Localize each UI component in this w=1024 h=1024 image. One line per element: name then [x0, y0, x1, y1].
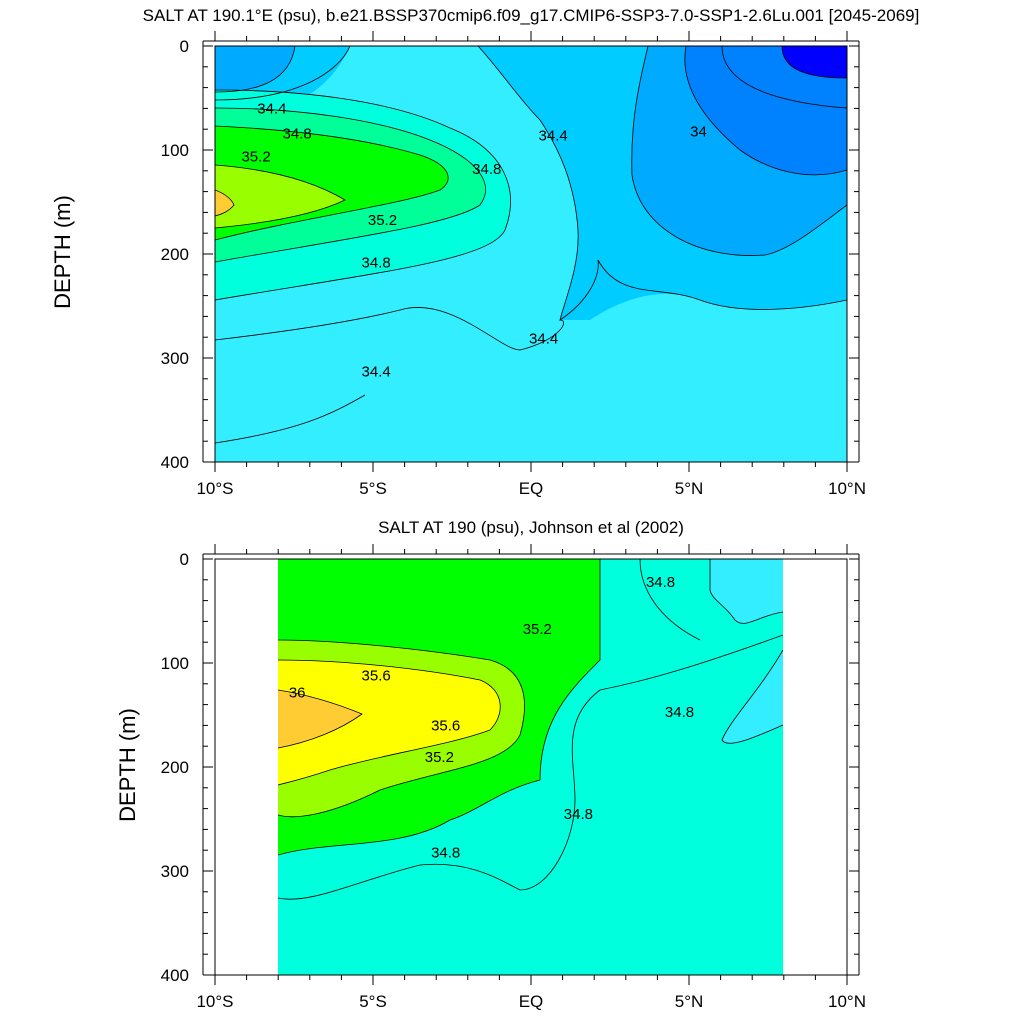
contour-line [278, 689, 363, 749]
fill-358 [278, 690, 362, 748]
contour-line [781, 46, 847, 79]
contour-fill [215, 46, 847, 462]
contour-label: 34.8 [283, 126, 312, 143]
x-axis: 10°S 5°S EQ 5°N 10°N [196, 31, 866, 498]
contour-line [684, 46, 847, 176]
contour-label: 34.4 [539, 128, 568, 145]
y-tick-label: 0 [180, 550, 189, 569]
contour-line [215, 164, 346, 229]
x-axis: 10°S 5°S EQ 5°N 10°N [196, 544, 866, 1011]
x-tick-label: 10°S [196, 992, 233, 1011]
y-tick-label: 400 [161, 966, 189, 985]
plot-area [214, 45, 848, 463]
contour-label: 36 [289, 684, 306, 701]
x-tick-label: 10°N [828, 992, 866, 1011]
contour-lines [215, 46, 847, 444]
contour-label: 34.8 [646, 574, 675, 591]
contour-label: 35.2 [523, 621, 552, 638]
contour-label: 34.4 [362, 364, 391, 381]
plot-area [214, 558, 848, 976]
contour-label: 34 [690, 123, 707, 140]
contour-line [721, 649, 783, 744]
panel-observation: SALT AT 190 (psu), Johnson et al (2002) [115, 518, 866, 1011]
y-tick-label: 0 [180, 37, 189, 56]
contour-label: 34.4 [257, 101, 286, 118]
contour-line [631, 46, 847, 256]
fill-346 [710, 559, 783, 624]
contour-line [278, 659, 501, 786]
contour-label: 35.2 [368, 212, 397, 229]
x-tick-label: EQ [519, 992, 544, 1011]
contour-line [215, 307, 564, 351]
y-axis: 0 100 200 300 400 [161, 550, 860, 985]
x-tick-label: 10°S [196, 479, 233, 498]
x-tick-label: 5°S [359, 992, 387, 1011]
contour-line [721, 46, 847, 109]
contour-line [709, 559, 783, 624]
contour-line [215, 107, 486, 263]
contour-line [215, 46, 351, 101]
x-tick-label: 5°S [359, 479, 387, 498]
contour-line [215, 125, 449, 241]
contour-fill [278, 559, 783, 975]
y-tick-label: 100 [161, 141, 189, 160]
contour-line [215, 46, 296, 93]
contour-line [477, 46, 599, 321]
x-tick-label: 5°N [675, 479, 704, 498]
contour-labels: 34.4 34.8 35.2 35.2 34.8 34.4 34.8 34.4 34.4 34 [241, 101, 706, 381]
contour-line [215, 394, 366, 444]
chart-title: SALT AT 190.1°E (psu), b.e21.BSSP370cmip… [143, 6, 920, 25]
contour-label: 34.8 [472, 161, 501, 178]
y-tick-label: 400 [161, 453, 189, 472]
x-tick-label: 10°N [828, 479, 866, 498]
fill-346-deep [722, 650, 783, 744]
contour-labels: 35.6 36 35.6 35.2 35.2 34.8 34.8 34.8 34.8 [289, 574, 694, 861]
contour-label: 35.6 [362, 668, 391, 685]
contour-label: 35.2 [425, 749, 454, 766]
fill-356 [278, 660, 501, 785]
contour-line [278, 634, 783, 900]
contour-label: 35.6 [431, 718, 460, 735]
contour-label: 35.2 [241, 148, 270, 165]
contour-line [597, 259, 847, 310]
contour-line [278, 639, 525, 818]
chart-title: SALT AT 190 (psu), Johnson et al (2002) [378, 518, 684, 537]
contour-line [639, 559, 701, 641]
x-tick-label: 5°N [675, 992, 704, 1011]
panel-model: SALT AT 190.1°E (psu), b.e21.BSSP370cmip… [50, 6, 919, 498]
y-axis-label: DEPTH (m) [50, 195, 75, 309]
contour-label: 34.8 [431, 844, 460, 861]
contour-label: 34.8 [564, 806, 593, 823]
y-tick-label: 200 [161, 758, 189, 777]
contour-label: 34.8 [362, 255, 391, 272]
y-axis-label: DEPTH (m) [115, 708, 140, 822]
y-axis: 0 100 200 300 400 [161, 37, 860, 472]
fill-342-south [215, 46, 295, 92]
fill-348 [278, 559, 783, 900]
contour-line [215, 89, 511, 301]
contour-label: 34.8 [665, 704, 694, 721]
contour-line [278, 559, 601, 856]
y-tick-label: 200 [161, 245, 189, 264]
x-tick-label: EQ [519, 479, 544, 498]
y-tick-label: 300 [161, 349, 189, 368]
contour-line [215, 189, 235, 217]
y-tick-label: 100 [161, 654, 189, 673]
contour-label: 34.4 [529, 330, 558, 347]
contour-lines [278, 559, 783, 900]
y-tick-label: 300 [161, 862, 189, 881]
fill-354 [215, 165, 345, 228]
